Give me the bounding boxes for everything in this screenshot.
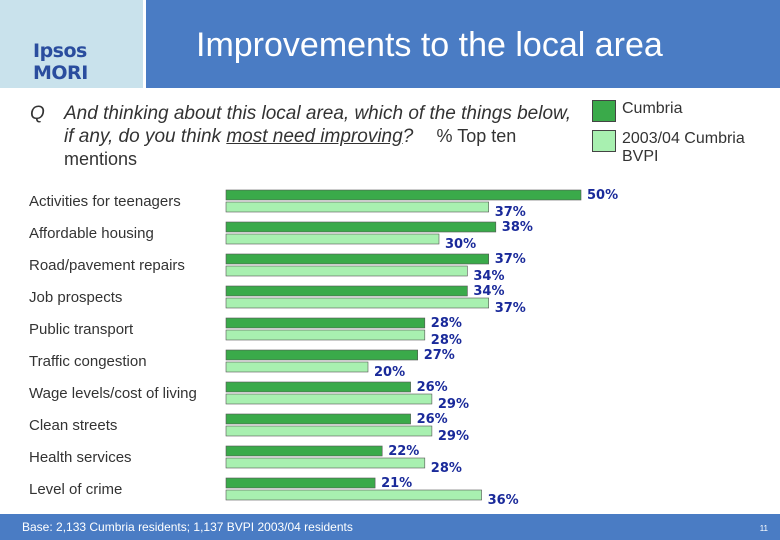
bar-bvpi <box>225 201 490 213</box>
question-end: ? <box>402 126 414 147</box>
bar-cumbria <box>225 413 411 425</box>
data-label: 34% <box>473 269 504 284</box>
category-label: Traffic congestion <box>29 353 147 370</box>
data-label: 20% <box>374 365 405 380</box>
title-bar: Improvements to the local area <box>146 0 780 88</box>
data-label: 50% <box>587 188 618 203</box>
bar-cumbria <box>225 285 468 297</box>
category-label: Activities for teenagers <box>29 193 181 210</box>
footer-bar: Base: 2,133 Cumbria residents; 1,137 BVP… <box>0 514 780 540</box>
data-label: 21% <box>381 476 412 491</box>
bar-bvpi <box>225 457 426 469</box>
legend-label-cumbria: Cumbria <box>622 100 683 117</box>
category-label: Road/pavement repairs <box>29 257 185 274</box>
bar-cumbria <box>225 445 383 457</box>
bar-bvpi <box>225 489 482 501</box>
question-underlined: most need improving <box>226 126 403 147</box>
category-label: Public transport <box>29 321 134 338</box>
base-note: Base: 2,133 Cumbria residents; 1,137 BVP… <box>22 520 353 534</box>
data-label: 27% <box>424 348 455 363</box>
logo-panel: Ipsos MORI <box>0 0 143 88</box>
data-label: 28% <box>431 333 462 348</box>
data-label: 26% <box>417 380 448 395</box>
legend-label-bvpi: 2003/04 Cumbria BVPI <box>622 130 745 165</box>
bar-cumbria <box>225 477 376 489</box>
bar-cumbria <box>225 221 497 233</box>
category-label: Health services <box>29 449 132 466</box>
data-label: 29% <box>438 429 469 444</box>
bar-cumbria <box>225 381 411 393</box>
legend-swatch-bvpi <box>592 130 616 152</box>
bar-bvpi <box>225 425 433 437</box>
bar-cumbria <box>225 253 490 265</box>
data-label: 29% <box>438 397 469 412</box>
data-label: 28% <box>431 461 462 476</box>
data-label: 26% <box>417 412 448 427</box>
bar-chart: 50%37%38%30%37%34%34%37%28%28%27%20%26%2… <box>225 188 618 508</box>
bar-bvpi <box>225 233 440 245</box>
legend-item-bvpi: 2003/04 Cumbria BVPI <box>592 130 780 166</box>
question-text: And thinking about this local area, whic… <box>64 103 584 171</box>
question-subtitle: % Top ten mentions <box>64 126 517 169</box>
legend-swatch-cumbria <box>592 100 616 122</box>
question-part1: And thinking about this local area, whic… <box>64 103 571 147</box>
data-label: 37% <box>495 205 526 220</box>
category-label: Wage levels/cost of living <box>29 385 197 402</box>
page-number: 11 <box>759 524 768 533</box>
data-label: 37% <box>495 252 526 267</box>
bar-bvpi <box>225 265 468 277</box>
data-label: 38% <box>502 220 533 235</box>
data-label: 22% <box>388 444 419 459</box>
category-label: Affordable housing <box>29 225 154 242</box>
category-label: Clean streets <box>29 417 118 434</box>
data-label: 37% <box>495 301 526 316</box>
bar-bvpi <box>225 361 369 373</box>
ipsos-mori-logo: Ipsos MORI <box>33 40 88 84</box>
legend-item-cumbria: Cumbria <box>592 100 780 122</box>
bar-bvpi <box>225 393 433 405</box>
data-label: 30% <box>445 237 476 252</box>
bar-bvpi <box>225 329 426 341</box>
data-label: 28% <box>431 316 462 331</box>
category-label: Level of crime <box>29 481 123 498</box>
bar-cumbria <box>225 349 418 361</box>
data-label: 34% <box>473 284 504 299</box>
data-label: 36% <box>488 493 519 508</box>
bar-bvpi <box>225 297 490 309</box>
page-title: Improvements to the local area <box>196 26 663 64</box>
bar-cumbria <box>225 317 426 329</box>
category-label: Job prospects <box>29 289 123 306</box>
question-prefix: Q <box>30 103 45 124</box>
bar-cumbria <box>225 189 582 201</box>
